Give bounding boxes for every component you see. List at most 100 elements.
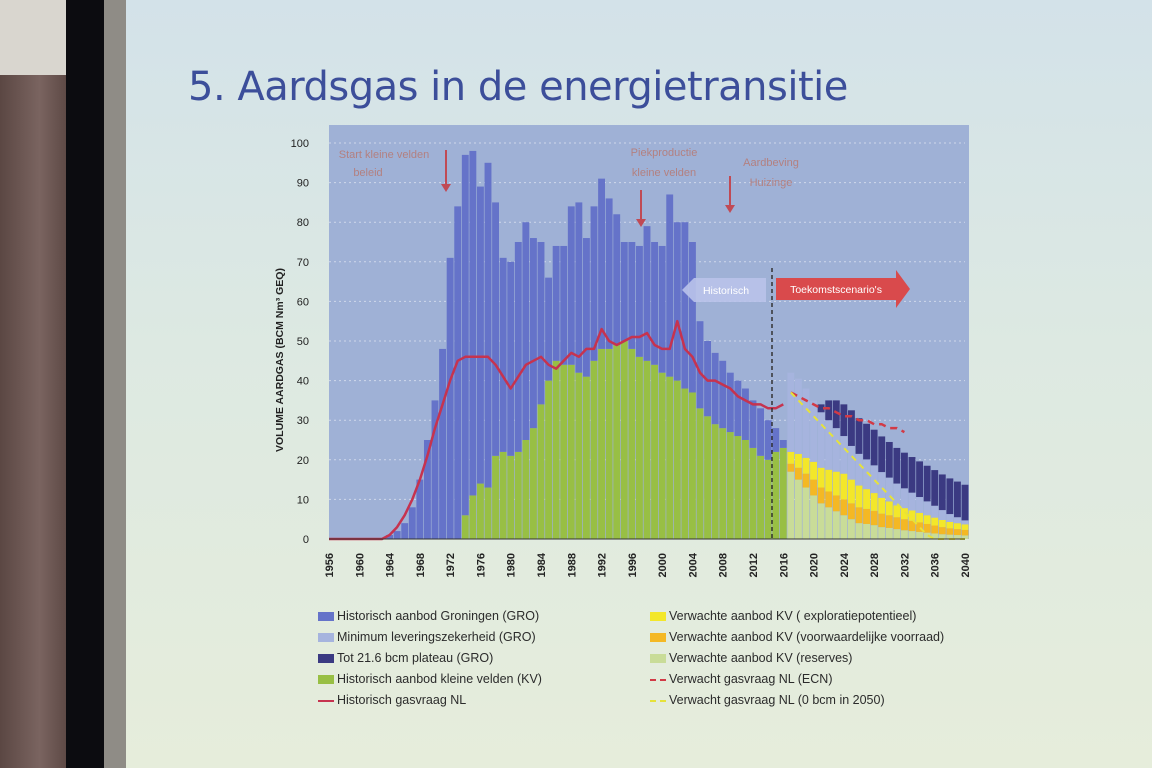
bar-kv-historic (590, 360, 598, 539)
bar-kv-historic (681, 388, 689, 539)
bar-gro-minimum (961, 520, 969, 525)
bar-gro-minimum (825, 420, 833, 470)
bar-gro-minimum (847, 445, 855, 480)
x-tick-label: 1964 (385, 552, 397, 577)
background-wall (0, 0, 66, 768)
bar-kv-exploratie (961, 524, 969, 530)
bar-kv-exploratie (832, 471, 840, 496)
bar-gro-historic (741, 388, 749, 440)
annotation-peak-line2: kleine velden (632, 167, 696, 179)
bar-kv-reserves (931, 533, 939, 539)
bar-gro-minimum (900, 488, 908, 509)
bar-gro-historic (666, 194, 674, 377)
annotation-quake-line1: Aardbeving (743, 157, 799, 169)
bar-kv-reserves (847, 519, 855, 539)
bar-kv-exploratie (802, 457, 810, 474)
bar-kv-exploratie (923, 515, 931, 524)
bar-kv-historic (582, 376, 590, 539)
screen-frame (66, 0, 104, 768)
screen-edge (104, 0, 126, 768)
bar-kv-reserves (908, 531, 916, 539)
x-tick-label: 2020 (809, 553, 821, 577)
x-tick-label: 2024 (839, 552, 851, 577)
bar-gro-historic (779, 440, 787, 448)
line-historic-demand (329, 319, 784, 541)
bar-kv-reserves (885, 527, 893, 539)
bar-kv-historic (726, 432, 734, 539)
bar-gro-historic (681, 222, 689, 389)
projected-slide: 5. Aardsgas in de energietransitie 0 10 20… (126, 0, 1152, 768)
x-tick-label: 1980 (506, 553, 518, 577)
bar-kv-voorwaardelijk (893, 517, 901, 530)
bar-gro-plateau (900, 452, 908, 489)
bar-kv-reserves (840, 515, 848, 539)
bar-kv-historic (567, 364, 575, 539)
bar-kv-voorwaardelijk (847, 503, 855, 520)
historisch-arrow (682, 278, 766, 302)
bar-kv-historic (643, 360, 651, 539)
bar-gro-minimum (863, 459, 871, 490)
bar-gro-historic (726, 372, 734, 433)
x-tick-label: 1956 (324, 553, 336, 577)
bar-kv-reserves (825, 507, 833, 539)
legend-label: Historisch aanbod kleine velden (KV) (337, 672, 542, 686)
bar-gro-historic (643, 226, 651, 361)
bar-gro-historic (469, 150, 477, 496)
x-tick-label: 1976 (475, 553, 487, 577)
bar-kv-voorwaardelijk (916, 522, 924, 532)
bar-gro-historic (408, 507, 416, 539)
bar-gro-plateau (908, 457, 916, 493)
bar-kv-historic (719, 428, 727, 539)
x-tick-label: 2028 (869, 553, 881, 577)
bar-kv-historic (560, 364, 568, 539)
annotation-start-line1: Start kleine velden (339, 149, 430, 161)
bar-kv-reserves (802, 487, 810, 539)
bar-kv-reserves (794, 479, 802, 539)
bar-gro-minimum (817, 412, 825, 468)
legend-item: Verwachte aanbod KV ( exploratiepotentie… (650, 608, 916, 624)
bar-kv-voorwaardelijk (855, 507, 863, 524)
x-tick-label: 2016 (778, 553, 790, 577)
legend-label: Historisch gasvraag NL (337, 693, 467, 707)
bar-kv-historic (529, 428, 537, 539)
bar-gro-minimum (787, 372, 795, 452)
legend-label: Verwacht gasvraag NL (0 bcm in 2050) (669, 693, 885, 707)
bar-kv-reserves (878, 527, 886, 539)
bar-gro-minimum (870, 465, 878, 494)
x-tick-label: 2000 (657, 553, 669, 577)
bar-gro-minimum (908, 492, 916, 511)
bar-kv-historic (461, 515, 469, 539)
bar-kv-reserves (787, 471, 795, 539)
bar-gro-historic (605, 198, 613, 349)
bar-kv-historic (651, 364, 659, 539)
bar-gro-minimum (794, 378, 802, 454)
bar-kv-voorwaardelijk (946, 528, 954, 535)
bar-gro-historic (499, 257, 507, 452)
y-tick-label: 10 (297, 494, 309, 506)
y-tick-label: 40 (297, 376, 309, 388)
legend-swatch (650, 678, 666, 681)
bar-kv-historic (522, 440, 530, 539)
bar-kv-voorwaardelijk (923, 523, 931, 533)
bar-kv-exploratie (946, 521, 954, 529)
bar-kv-voorwaardelijk (825, 491, 833, 508)
bar-kv-voorwaardelijk (787, 463, 795, 472)
bar-gro-historic (772, 428, 780, 452)
bar-gro-historic (416, 479, 424, 539)
x-tick-label: 1992 (597, 553, 609, 577)
bar-gro-historic (651, 242, 659, 365)
bar-gro-minimum (855, 453, 863, 486)
bar-kv-historic (507, 455, 515, 539)
bar-gro-historic (514, 242, 522, 452)
bar-gro-historic (386, 535, 394, 539)
bar-kv-historic (469, 495, 477, 539)
bar-kv-historic (673, 380, 681, 539)
bar-kv-historic (492, 455, 500, 539)
legend-label: Minimum leveringszekerheid (GRO) (337, 630, 536, 644)
bar-gro-historic (401, 523, 409, 539)
bar-kv-exploratie (817, 467, 825, 488)
bar-gro-historic (567, 206, 575, 365)
y-tick-label: 60 (297, 296, 309, 308)
bar-kv-exploratie (908, 510, 916, 521)
bar-gro-historic (749, 400, 757, 448)
